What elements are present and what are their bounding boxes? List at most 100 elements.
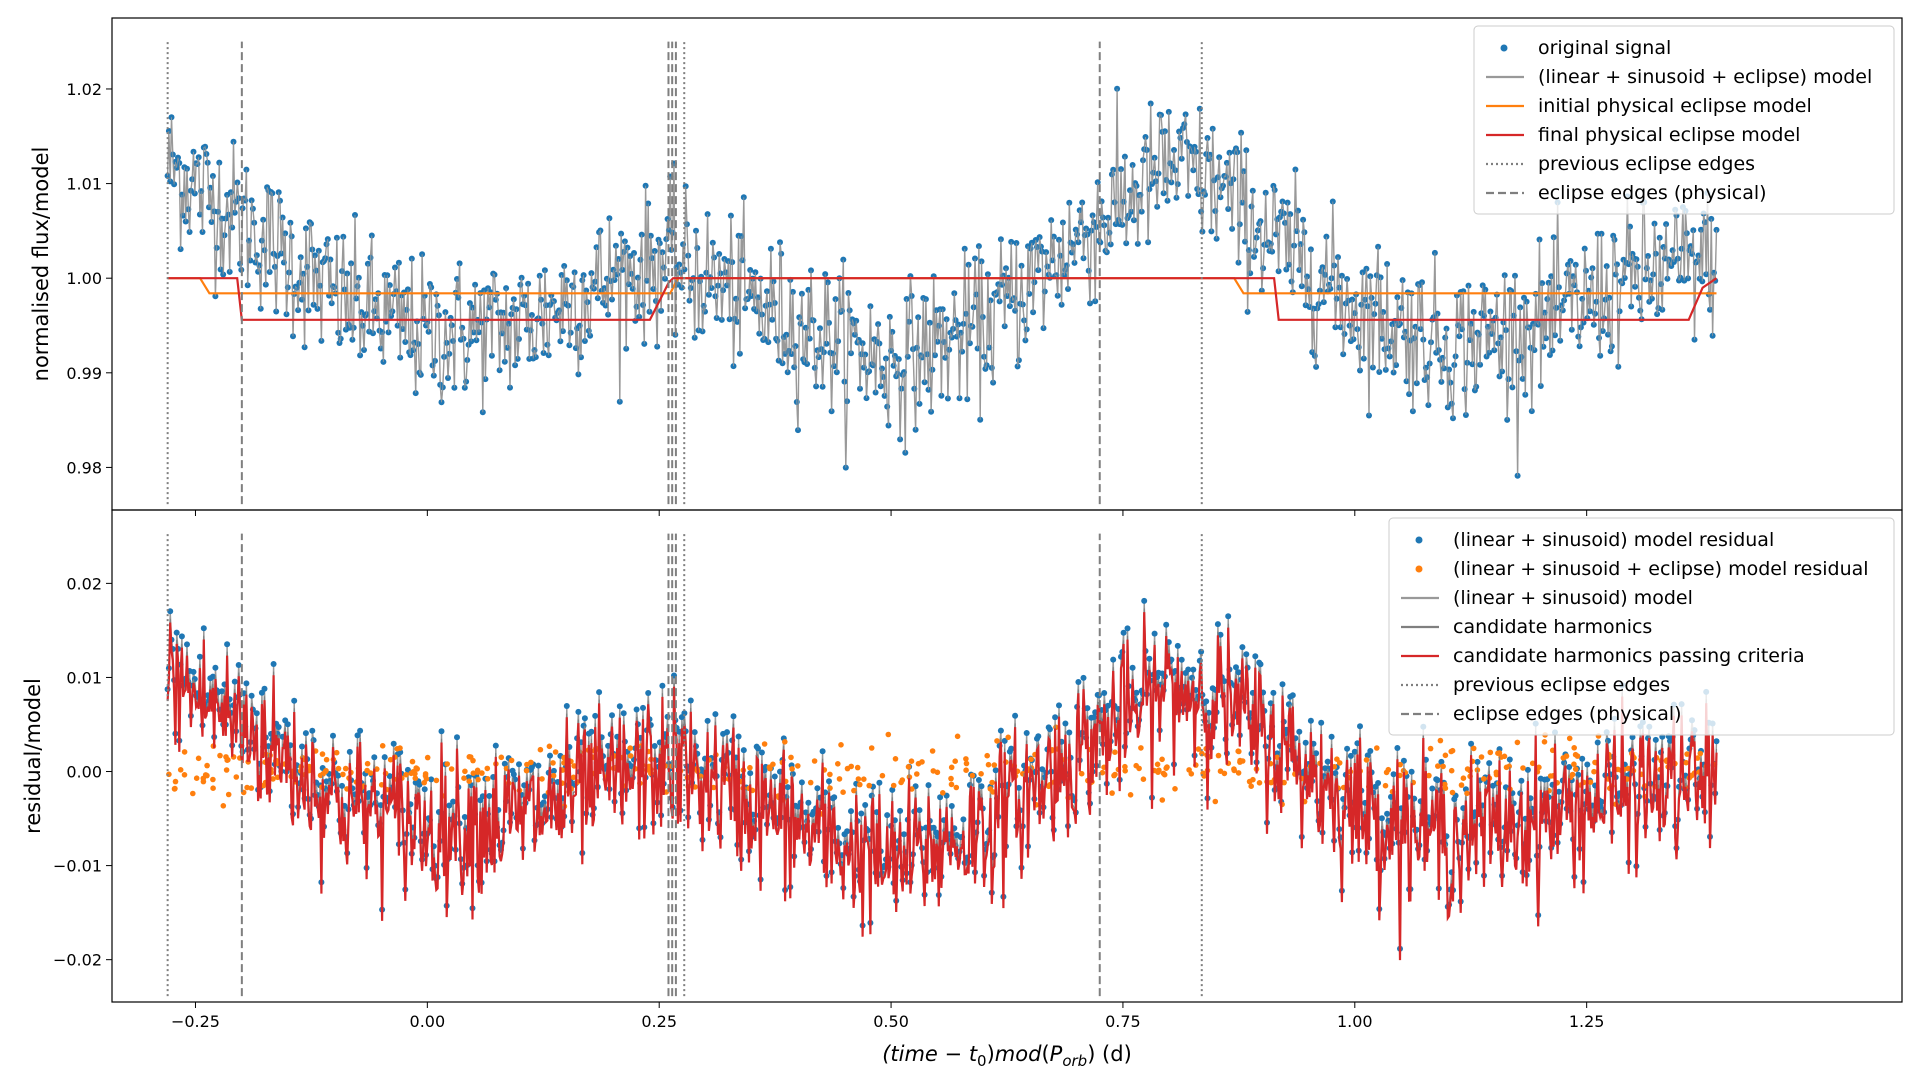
eclipse-residual-point — [1240, 758, 1246, 764]
residual-point — [582, 715, 588, 721]
eclipse-residual-point — [380, 743, 386, 749]
residual-point — [1225, 613, 1231, 619]
residual-point — [862, 802, 868, 808]
residual-point — [1518, 778, 1524, 784]
residual-point — [1239, 644, 1245, 650]
eclipse-residual-point — [1464, 791, 1470, 797]
residual-point — [731, 713, 737, 719]
residual-point — [201, 625, 207, 631]
eclipse-residual-point — [539, 776, 545, 782]
x-tick-label: 1.00 — [1337, 1012, 1373, 1031]
eclipse-residual-point — [949, 782, 955, 788]
eclipse-residual-point — [1683, 760, 1689, 766]
eclipse-residual-point — [336, 766, 342, 772]
eclipse-residual-point — [1128, 792, 1134, 798]
eclipse-residual-point — [1520, 765, 1526, 771]
residual-point — [1595, 740, 1601, 746]
eclipse-residual-point — [194, 775, 200, 781]
eclipse-residual-point — [891, 783, 897, 789]
eclipse-residual-point — [930, 748, 936, 754]
residual-point — [291, 698, 297, 704]
residual-point — [884, 812, 890, 818]
eclipse-residual-point — [992, 762, 998, 768]
top-y-axis-label: normalised flux/model — [29, 147, 53, 382]
eclipse-residual-point — [1122, 768, 1128, 774]
residual-point — [785, 784, 791, 790]
eclipse-residual-point — [1481, 776, 1487, 782]
residual-point — [285, 721, 291, 727]
residual-point — [184, 641, 190, 647]
residual-point — [592, 713, 598, 719]
residual-point — [439, 728, 445, 734]
eclipse-residual-point — [812, 758, 818, 764]
x-tick-label: 0.25 — [641, 1012, 677, 1031]
residual-point — [1367, 748, 1373, 754]
eclipse-residual-point — [880, 773, 886, 779]
residual-point — [391, 741, 397, 747]
eclipse-residual-point — [848, 764, 854, 770]
residual-point — [799, 779, 805, 785]
y-tick-label: 1.02 — [66, 80, 102, 99]
residual-point — [1296, 729, 1302, 735]
eclipse-residual-point — [182, 749, 188, 755]
residual-point — [262, 686, 268, 692]
residual-point — [1286, 701, 1292, 707]
residual-point — [1130, 665, 1136, 671]
residual-point — [541, 800, 547, 806]
eclipse-residual-point — [893, 756, 899, 762]
eclipse-residual-point — [940, 790, 946, 796]
residual-point — [747, 770, 753, 776]
y-tick-label: 0.98 — [66, 458, 102, 477]
eclipse-residual-point — [1488, 750, 1494, 756]
eclipse-residual-point — [1438, 738, 1444, 744]
eclipse-residual-point — [808, 780, 814, 786]
residual-point — [581, 723, 587, 729]
residual-point — [1280, 681, 1286, 687]
residual-point — [1152, 631, 1158, 637]
eclipse-residual-point — [425, 755, 431, 761]
eclipse-residual-point — [898, 780, 904, 786]
eclipse-residual-point — [1161, 771, 1167, 777]
residual-point — [564, 703, 570, 709]
eclipse-residual-point — [1257, 780, 1263, 786]
eclipse-residual-point — [172, 786, 178, 792]
eclipse-residual-point — [1133, 763, 1139, 769]
eclipse-residual-point — [1159, 757, 1165, 763]
x-tick-label: −0.25 — [171, 1012, 220, 1031]
residual-point — [1344, 746, 1350, 752]
eclipse-residual-point — [225, 757, 231, 763]
eclipse-residual-point — [1465, 766, 1471, 772]
residual-point — [1134, 690, 1140, 696]
residual-point — [705, 718, 711, 724]
residual-point — [330, 733, 336, 739]
eclipse-residual-point — [978, 771, 984, 777]
residual-point — [741, 747, 747, 753]
eclipse-residual-point — [466, 778, 472, 784]
residual-point — [814, 785, 820, 791]
residual-point — [844, 828, 850, 834]
eclipse-residual-point — [528, 760, 534, 766]
residual-point — [303, 730, 309, 736]
eclipse-residual-point — [1428, 746, 1434, 752]
residual-point — [736, 734, 742, 740]
eclipse-residual-point — [628, 753, 634, 759]
residual-point — [1236, 669, 1242, 675]
residual-point — [347, 749, 353, 755]
residual-point — [926, 782, 932, 788]
eclipse-residual-point — [1189, 771, 1195, 777]
legend-marker — [1416, 566, 1423, 573]
residual-point — [1203, 698, 1209, 704]
eclipse-residual-point — [547, 744, 553, 750]
eclipse-residual-point — [994, 738, 1000, 744]
eclipse-residual-point — [462, 769, 468, 775]
eclipse-residual-point — [1571, 761, 1577, 767]
eclipse-residual-point — [1461, 775, 1467, 781]
eclipse-residual-point — [1216, 753, 1222, 759]
residual-point — [1329, 734, 1335, 740]
residual-point — [652, 743, 658, 749]
eclipse-residual-point — [485, 766, 491, 772]
eclipse-residual-point — [1442, 782, 1448, 788]
residual-point — [1308, 718, 1314, 724]
eclipse-residual-point — [866, 783, 872, 789]
eclipse-residual-point — [840, 789, 846, 795]
